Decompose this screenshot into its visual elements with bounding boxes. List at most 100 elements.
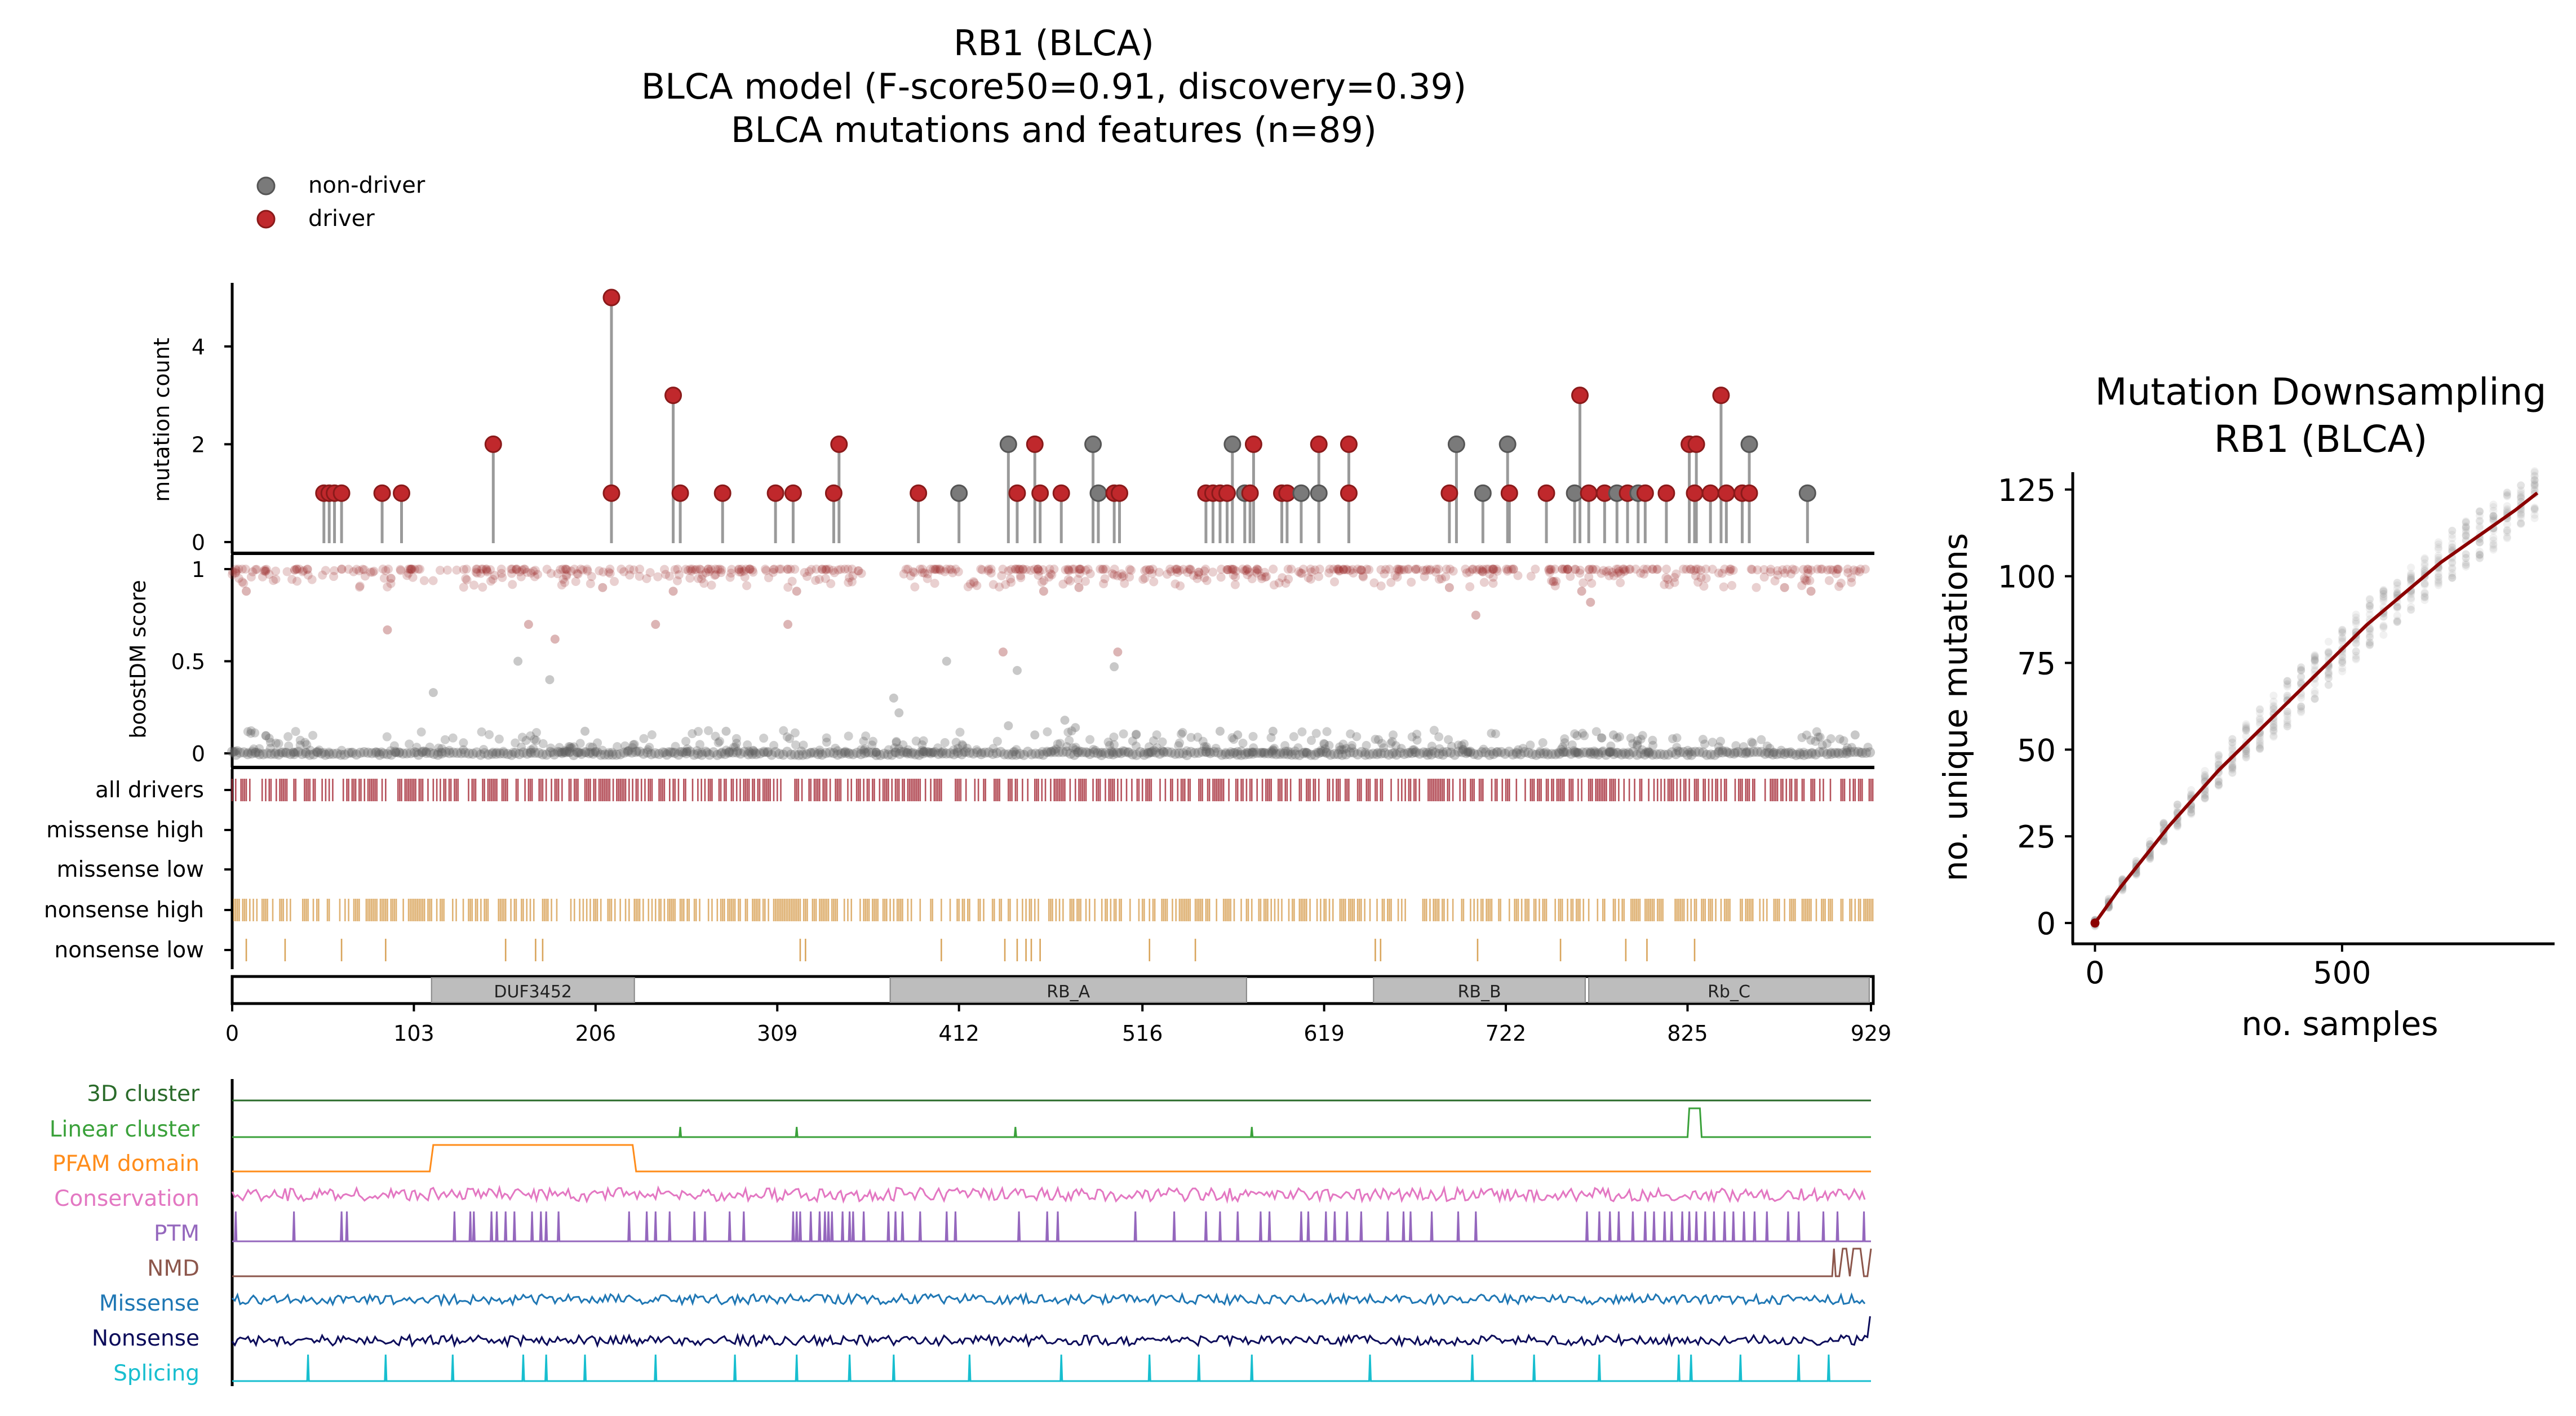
boostdm-point-high bbox=[1612, 565, 1621, 574]
boostdm-point-high bbox=[1479, 578, 1489, 587]
boostdm-point-high bbox=[1570, 565, 1580, 574]
boostdm-point-high bbox=[764, 573, 773, 583]
boostdm-point-low bbox=[1558, 747, 1569, 757]
boostdm-point bbox=[231, 568, 241, 578]
boostdm-point-high bbox=[384, 565, 393, 574]
boostdm-point-high bbox=[1064, 565, 1074, 575]
downsampling-point bbox=[2311, 655, 2319, 664]
boostdm-point-low bbox=[831, 743, 840, 753]
boostdm-point-low bbox=[1744, 747, 1755, 758]
boostdm-point-low bbox=[230, 747, 240, 756]
downsampling-point bbox=[2228, 769, 2237, 777]
boostdm-point-high bbox=[517, 565, 527, 575]
boostdm-point-high bbox=[1018, 565, 1028, 574]
boostdm-point-low bbox=[555, 747, 564, 757]
boostdm-point-low bbox=[251, 748, 260, 757]
downsampling-point bbox=[2462, 526, 2470, 535]
boostdm-point-high bbox=[558, 575, 568, 584]
lollipop-nondriver-point bbox=[1089, 484, 1107, 502]
boostdm-point-low bbox=[1815, 733, 1825, 742]
boostdm-point-low bbox=[308, 749, 319, 760]
boostdm-point-low bbox=[892, 738, 901, 747]
boostdm-point-high bbox=[1708, 565, 1717, 574]
boostdm-point-high bbox=[303, 570, 313, 580]
boostdm-point-low bbox=[1107, 746, 1116, 756]
downsampling-point bbox=[2297, 708, 2305, 717]
boostdm-point-high bbox=[553, 569, 562, 579]
boostdm-point-low bbox=[313, 748, 322, 757]
boostdm-point-low bbox=[436, 748, 447, 759]
downsampling-point bbox=[2160, 819, 2168, 828]
boostdm-point-high bbox=[507, 565, 517, 574]
boostdm-point-high bbox=[261, 566, 271, 576]
boostdm-point-low bbox=[495, 748, 506, 759]
downsampling-point bbox=[2489, 533, 2498, 541]
boostdm-point-low bbox=[459, 745, 468, 754]
boostdm-point-high bbox=[1007, 578, 1016, 587]
boostdm-point-high bbox=[1461, 565, 1470, 574]
boostdm-point-high bbox=[1584, 565, 1594, 574]
downsampling-point bbox=[2338, 659, 2347, 667]
boostdm-point-low bbox=[1291, 746, 1300, 756]
boostdm-point-high bbox=[1200, 573, 1209, 583]
boostdm-point-low bbox=[456, 748, 467, 758]
lollipop-driver-point bbox=[664, 387, 682, 405]
boostdm-point-high bbox=[804, 567, 814, 576]
boostdm-point-low bbox=[1594, 748, 1603, 757]
boostdm-point-high bbox=[1307, 567, 1316, 576]
boostdm-point-low bbox=[1152, 743, 1162, 753]
boostdm-point-low bbox=[1523, 747, 1534, 758]
downsampling-point bbox=[2448, 571, 2457, 580]
downsampling-point bbox=[2530, 467, 2539, 476]
boostdm-point-high bbox=[1297, 569, 1307, 578]
boostdm-point-high bbox=[1445, 565, 1455, 574]
boostdm-point-low bbox=[921, 747, 932, 758]
boostdm-point-low bbox=[382, 749, 393, 760]
boostdm-point-high bbox=[303, 565, 312, 574]
boostdm-point-high bbox=[716, 568, 726, 578]
downsampling-point bbox=[2434, 572, 2442, 580]
downsampling-point bbox=[2297, 665, 2305, 674]
boostdm-point-low bbox=[1560, 748, 1570, 757]
boostdm-point-low bbox=[1320, 744, 1330, 753]
downsampling-point bbox=[2352, 655, 2360, 664]
boostdm-point-high bbox=[1230, 580, 1240, 589]
boostdm-point-low bbox=[871, 748, 881, 757]
boostdm-point-high bbox=[1849, 565, 1859, 575]
boostdm-point-low bbox=[624, 745, 633, 755]
boostdm-point-high bbox=[519, 565, 529, 574]
downsampling-point bbox=[2311, 652, 2319, 661]
boostdm-point-low bbox=[1624, 747, 1633, 757]
downsampling-point bbox=[2338, 638, 2347, 646]
boostdm-point-low bbox=[813, 749, 823, 760]
boostdm-point-high bbox=[1112, 571, 1122, 580]
downsampling-point bbox=[2366, 633, 2374, 641]
boostdm-point-low bbox=[908, 748, 918, 757]
boostdm-point-low bbox=[479, 744, 489, 754]
boostdm-point-high bbox=[901, 565, 911, 574]
downsampling-point bbox=[2352, 647, 2360, 656]
boostdm-point-low bbox=[735, 748, 746, 759]
downsampling-point bbox=[2476, 508, 2484, 516]
boostdm-point-low bbox=[1281, 747, 1291, 756]
boostdm-point-high bbox=[595, 566, 604, 576]
downsampling-title-line1: Mutation Downsampling bbox=[2095, 370, 2547, 414]
boostdm-point-low bbox=[733, 747, 743, 756]
boostdm-point-low bbox=[254, 749, 265, 760]
downsampling-point bbox=[2352, 618, 2360, 626]
boostdm-point bbox=[1074, 583, 1084, 592]
downsampling-point bbox=[2448, 527, 2457, 535]
boostdm-point-high bbox=[1330, 577, 1340, 587]
boostdm-point-high bbox=[920, 568, 929, 578]
boostdm-point-high bbox=[908, 567, 918, 576]
boostdm-point-high bbox=[1619, 565, 1628, 574]
downsampling-point bbox=[2379, 595, 2388, 603]
boostdm-point-low bbox=[1480, 747, 1491, 758]
boostdm-point-high bbox=[1229, 570, 1238, 580]
boostdm-point-low bbox=[238, 747, 249, 758]
downsampling-point bbox=[2311, 656, 2319, 665]
boostdm-point-high bbox=[1014, 565, 1024, 574]
boostdm-point-high bbox=[1802, 576, 1811, 585]
boostdm-point-low bbox=[844, 731, 853, 741]
feature-line bbox=[231, 1291, 1866, 1307]
